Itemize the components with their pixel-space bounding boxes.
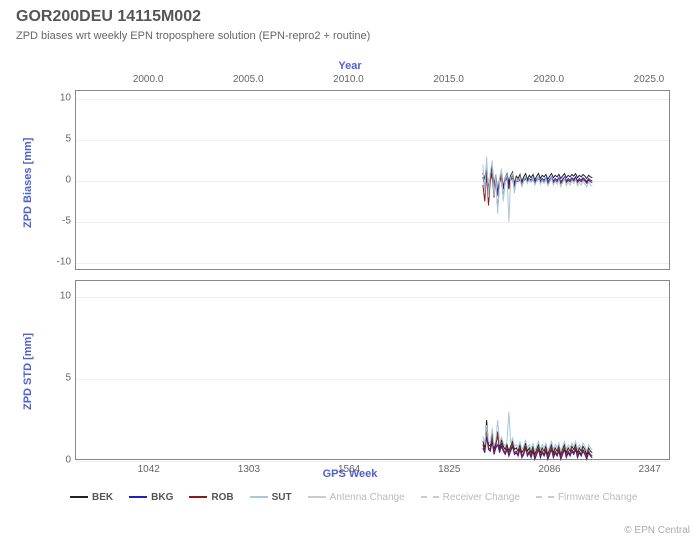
legend-item-rob: ROB [189,490,233,506]
tick-bias: 10 [45,93,71,104]
plot-zpd-std [75,280,670,460]
legend-label: ROB [211,492,233,503]
tick-std: 10 [45,291,71,302]
tick-gpsweek: 2347 [639,464,661,475]
tick-gpsweek: 1303 [238,464,260,475]
legend-label: Firmware Change [558,492,637,503]
tick-year: 2020.0 [533,74,564,85]
legend-label: BEK [92,492,113,503]
tick-year: 2015.0 [433,74,464,85]
legend-item-firmware-change: Firmware Change [536,490,637,506]
tick-gpsweek: 1042 [138,464,160,475]
attribution: © EPN Central [624,525,690,536]
legend-label: Antenna Change [330,492,405,503]
tick-year: 2025.0 [634,74,665,85]
legend-swatch [70,496,88,498]
y-axis-label-std: ZPD STD [mm] [22,333,34,410]
tick-gpsweek: 2086 [538,464,560,475]
tick-std: 0 [45,455,71,466]
legend-swatch [536,496,554,498]
tick-bias: 5 [45,134,71,145]
tick-bias: -5 [45,215,71,226]
chart-subtitle: ZPD biases wrt weekly EPN troposphere so… [16,30,370,42]
chart-title: GOR200DEU 14115M002 [16,8,201,26]
legend-swatch [189,496,207,498]
tick-gpsweek: 1825 [438,464,460,475]
legend-swatch [250,496,268,498]
tick-year: 2005.0 [233,74,264,85]
axis-label-year: Year [0,60,700,72]
tick-std: 5 [45,373,71,384]
series-SUT [483,157,592,222]
legend-label: BKG [151,492,173,503]
legend-swatch [308,496,326,498]
tick-year: 2010.0 [333,74,364,85]
legend-item-antenna-change: Antenna Change [308,490,405,506]
legend-item-sut: SUT [250,490,292,506]
y-axis-label-biases: ZPD Biases [mm] [22,138,34,228]
legend-swatch [421,496,439,498]
legend-label: Receiver Change [443,492,520,503]
legend-item-receiver-change: Receiver Change [421,490,520,506]
legend-item-bek: BEK [70,490,113,506]
tick-year: 2000.0 [133,74,164,85]
legend-item-bkg: BKG [129,490,173,506]
tick-gpsweek: 1564 [338,464,360,475]
tick-bias: 0 [45,175,71,186]
legend-label: SUT [272,492,292,503]
legend-swatch [129,496,147,498]
series-top [76,91,671,271]
series-bottom [76,281,671,461]
legend: BEK BKG ROB SUT Antenna Change Receiver Chang… [70,490,670,506]
tick-bias: -10 [45,256,71,267]
plot-zpd-biases [75,90,670,270]
